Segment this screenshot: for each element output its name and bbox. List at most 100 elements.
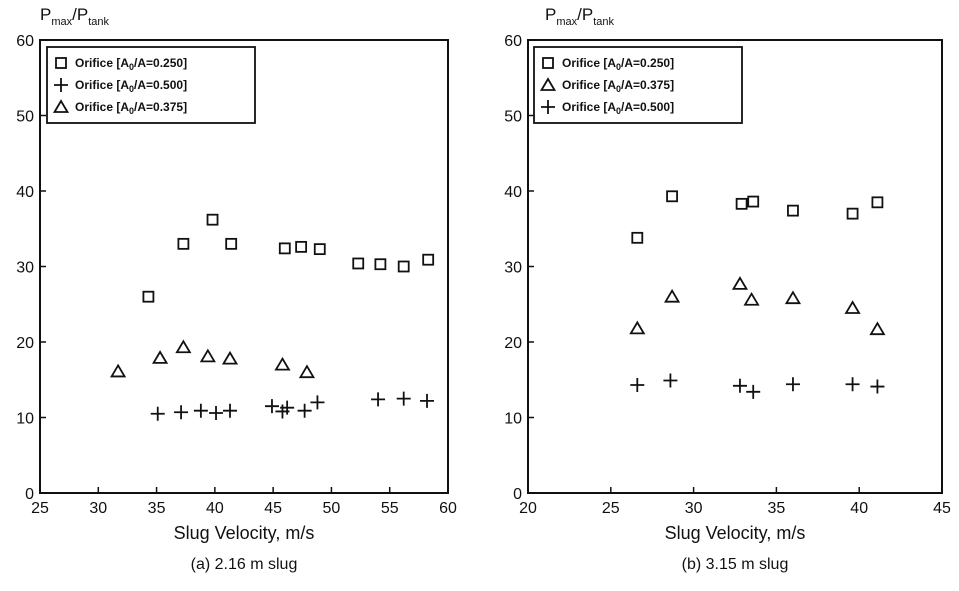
legend-box <box>46 46 256 124</box>
data-point-square <box>142 290 155 303</box>
legend-marker-plus <box>541 100 555 114</box>
y-tick-label: 0 <box>25 486 34 503</box>
data-point-plus <box>297 403 312 418</box>
legend-label-main: Orifice [A <box>75 78 129 92</box>
y-axis-title-sub-tank: tank <box>88 16 109 28</box>
x-tick-label: 55 <box>381 500 399 517</box>
legend-label-tail: /A=0.250] <box>134 56 187 70</box>
data-point-triangle <box>869 321 886 336</box>
legend-label-sub: 0 <box>616 84 621 94</box>
legend-label: Orifice [A0/A=0.500] <box>75 78 187 94</box>
data-point-triangle <box>221 350 239 365</box>
data-point-triangle <box>274 356 291 371</box>
panel-caption: (b) 3.15 m slug <box>682 556 789 573</box>
data-point-square <box>313 243 326 256</box>
data-point-triangle <box>663 288 681 303</box>
y-axis-title: Pmax/Ptank <box>545 5 614 28</box>
y-axis-title: Pmax/Ptank <box>40 5 109 28</box>
series-triangle <box>110 339 316 379</box>
y-axis-title-sub-max: max <box>51 16 72 28</box>
y-axis-title-p: P <box>545 5 556 24</box>
y-tick-label: 20 <box>504 335 522 352</box>
data-point-triangle <box>629 320 646 335</box>
data-point-plus <box>396 391 411 406</box>
legend-label-sub: 0 <box>129 62 134 72</box>
y-tick-label: 20 <box>16 335 34 352</box>
data-point-square <box>787 204 799 217</box>
legend-marker-triangle <box>52 99 70 113</box>
data-point-triangle <box>110 363 127 378</box>
data-point-triangle <box>199 348 216 363</box>
data-point-plus <box>845 377 860 392</box>
y-tick-label: 60 <box>16 33 34 50</box>
x-tick-label: 50 <box>323 500 341 517</box>
y-axis-title-p: P <box>40 5 51 24</box>
legend-label-tail: /A=0.375] <box>134 100 187 114</box>
data-point-triangle <box>784 290 802 305</box>
y-axis-title-slash: /P <box>577 5 593 24</box>
y-tick-label: 0 <box>513 486 522 503</box>
x-tick-label: 30 <box>685 500 703 517</box>
data-point-square <box>735 197 748 210</box>
legend-box <box>533 46 743 124</box>
legend-label-sub: 0 <box>129 106 134 116</box>
y-tick-label: 50 <box>16 109 34 126</box>
data-point-plus <box>420 393 435 408</box>
y-tick-label: 10 <box>504 411 522 428</box>
data-point-plus <box>264 399 279 414</box>
y-tick-label: 30 <box>16 260 34 277</box>
y-axis-title-sub-max: max <box>556 16 577 28</box>
y-tick-label: 30 <box>504 260 522 277</box>
data-point-square <box>374 258 387 271</box>
data-point-plus <box>280 400 295 415</box>
y-tick-label: 40 <box>504 184 522 201</box>
x-axis-title: Slug Velocity, m/s <box>665 523 806 543</box>
data-point-plus <box>785 377 800 392</box>
data-point-square <box>397 260 410 273</box>
y-axis-title-sub-tank: tank <box>593 16 614 28</box>
legend-label-sub: 0 <box>129 84 134 94</box>
legend-label-main: Orifice [A <box>75 100 129 114</box>
legend-label: Orifice [A0/A=0.250] <box>75 56 187 72</box>
series-triangle <box>629 276 886 336</box>
data-point-triangle <box>743 291 760 306</box>
data-point-plus <box>193 403 208 418</box>
legend-marker-plus <box>54 78 68 92</box>
legend-label-sub: 0 <box>616 62 621 72</box>
legend-label-tail: /A=0.500] <box>134 78 187 92</box>
legend-label: Orifice [A0/A=0.250] <box>562 56 674 72</box>
legend-label-sub: 0 <box>616 106 621 116</box>
chart-panel-b: 20 25 30 35 40 45 0 10 20 30 40 50 60 Pmax/Ptank Slug … <box>504 5 951 573</box>
data-point-triangle <box>844 300 861 314</box>
data-point-square <box>352 257 365 270</box>
y-tick-label: 50 <box>504 109 522 126</box>
data-point-plus <box>630 378 645 393</box>
x-tick-label: 25 <box>31 500 49 517</box>
legend-marker-square <box>55 57 67 69</box>
x-tick-label: 35 <box>148 500 166 517</box>
data-point-square <box>422 253 435 266</box>
series-plus <box>630 373 885 399</box>
data-point-triangle <box>175 339 192 354</box>
x-tick-label: 45 <box>933 500 951 517</box>
data-point-triangle <box>151 350 169 364</box>
legend-label-tail: /A=0.500] <box>621 100 674 114</box>
y-tick-label: 60 <box>504 33 522 50</box>
data-point-square <box>871 196 884 209</box>
y-tick-label: 40 <box>16 184 34 201</box>
legend-label: Orifice [A0/A=0.375] <box>562 78 674 94</box>
legend-label: Orifice [A0/A=0.375] <box>75 100 187 116</box>
data-point-square <box>666 190 678 203</box>
data-point-plus <box>209 405 224 420</box>
x-tick-label: 35 <box>768 500 786 517</box>
legend-marker-square <box>542 57 554 69</box>
data-point-square <box>225 237 238 250</box>
legend-marker-triangle <box>539 77 557 91</box>
data-point-square <box>846 207 859 220</box>
data-point-plus <box>870 379 885 394</box>
legend-label-main: Orifice [A <box>75 56 129 70</box>
data-point-square <box>177 237 190 250</box>
panel-caption: (a) 2.16 m slug <box>191 556 298 573</box>
data-point-plus <box>732 378 747 393</box>
